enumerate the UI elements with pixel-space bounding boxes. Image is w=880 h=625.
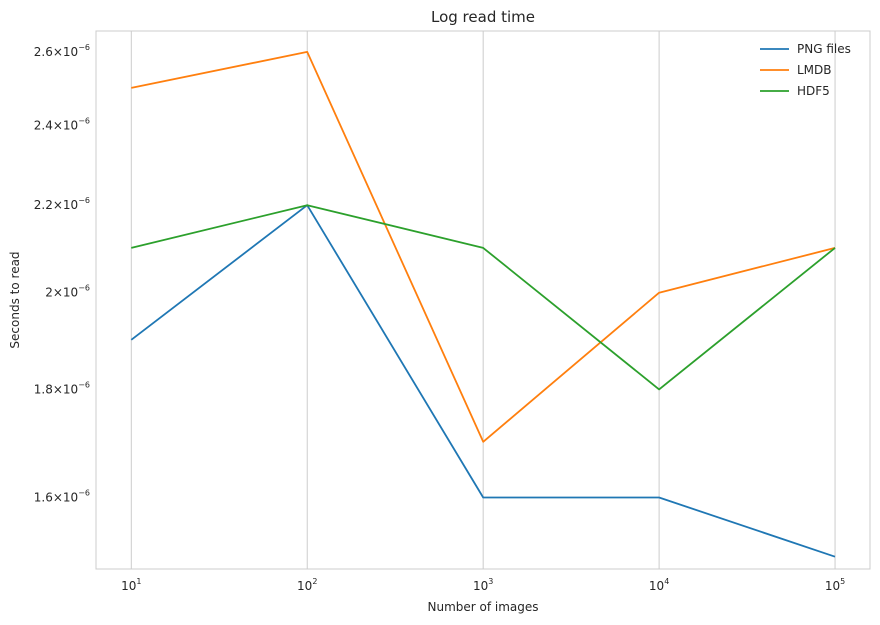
series-line-png-files — [130, 204, 836, 558]
x-tick-label: 102 — [297, 577, 317, 593]
y-tick-labels: 1.6×10−6 1.8×10−6 2×10−6 2.2×10−6 2.4×10−6 2.… — [34, 43, 90, 505]
plot-area-frame — [95, 30, 871, 570]
series-lines — [130, 51, 836, 558]
x-tick-label: 105 — [825, 577, 845, 593]
series-line-lmdb — [131, 51, 836, 443]
y-tick-label: 2×10−6 — [45, 284, 90, 300]
y-tick-label: 1.6×10−6 — [34, 488, 90, 504]
y-tick-label: 1.8×10−6 — [34, 380, 90, 396]
y-tick-label: 2.2×10−6 — [34, 196, 90, 212]
series-line-hdf5 — [131, 204, 836, 391]
y-axis-label: Seconds to read — [8, 251, 22, 348]
y-tick-label: 2.6×10−6 — [34, 43, 90, 59]
chart-title: Log read time — [431, 8, 535, 26]
grid-lines — [130, 31, 836, 569]
x-tick-labels: 101 102 103 104 105 — [121, 577, 845, 593]
x-tick-label: 101 — [121, 577, 141, 593]
y-tick-label: 2.4×10−6 — [34, 116, 90, 132]
legend-label: HDF5 — [797, 84, 830, 98]
legend-label: LMDB — [797, 63, 832, 77]
legend-label: PNG files — [797, 42, 851, 56]
x-axis-label: Number of images — [427, 600, 538, 614]
x-tick-label: 103 — [473, 577, 493, 593]
x-tick-label: 104 — [649, 577, 669, 593]
legend: PNG files LMDB HDF5 — [760, 42, 851, 98]
